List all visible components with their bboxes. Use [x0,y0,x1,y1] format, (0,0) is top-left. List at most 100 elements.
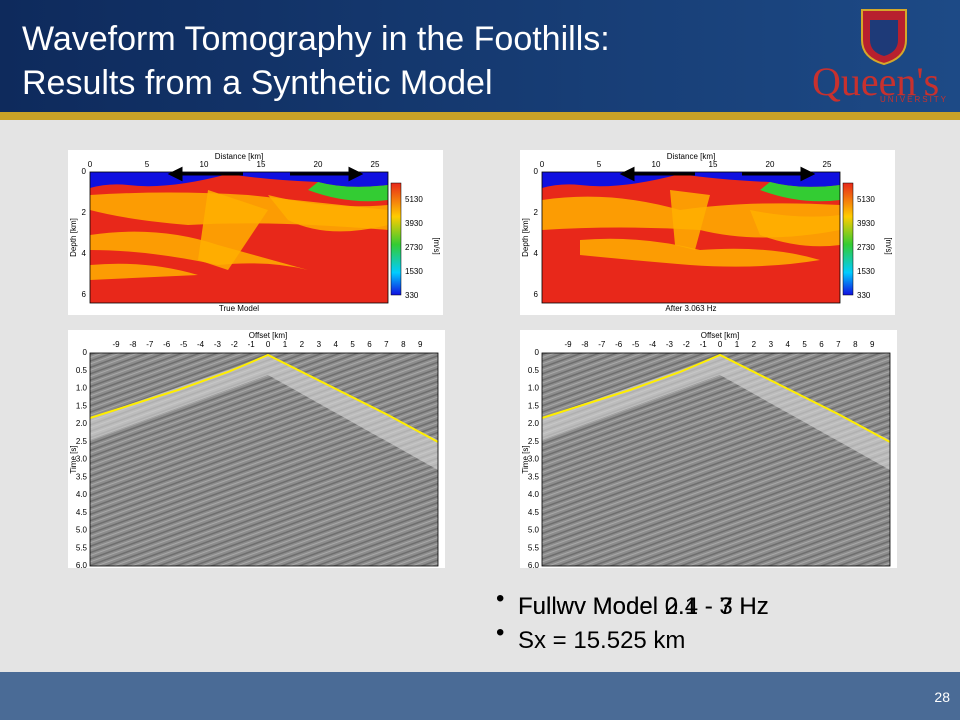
velocity-layer [750,210,840,247]
y-tick-label: 1.0 [528,384,540,393]
x-tick-label: 5 [350,340,355,349]
x-tick-label: 7 [384,340,389,349]
x-axis-label: Distance [km] [215,152,263,161]
colorbar-label: [m/s] [884,237,893,254]
y-tick-label: 0 [534,167,539,176]
arrow [167,166,243,182]
x-tick-label: 0 [718,340,723,349]
x-tick-label: 9 [418,340,423,349]
x-tick-label: -5 [180,340,188,349]
x-tick-label: 0 [88,160,93,169]
y-tick-label: 2 [82,208,87,217]
logo: Queen's UNIVERSITY [812,9,948,104]
x-tick-label: 2 [300,340,305,349]
y-tick-label: 4.5 [76,508,88,517]
colorbar-label: [m/s] [432,237,441,254]
caption: After 3.063 Hz [665,304,716,313]
colorbar-tick-label: 2730 [405,243,423,252]
velocity-layer [90,263,198,280]
y-tick-label: 2 [534,208,539,217]
y-tick-label: 3.5 [76,472,88,481]
x-tick-label: -7 [598,340,606,349]
footer-bar [0,672,960,720]
velocity-layer [90,231,308,270]
bullet-list: • Fullwv Model 0.4 - 7 Hz Fullwv Model 2… [496,585,769,654]
logo-subtitle: UNIVERSITY [880,95,948,104]
x-tick-label: 20 [766,160,775,169]
x-tick-label: -4 [197,340,205,349]
first-arrival-pick [541,353,891,443]
colorbar [842,182,854,296]
seismic-section [90,353,438,566]
x-tick-label: -6 [163,340,171,349]
y-tick-label: 1.0 [76,384,88,393]
y-tick-label: 1.5 [528,401,540,410]
x-tick-label: -4 [649,340,657,349]
figure-panel: Offset [km] -9 -8 -7 -6 -5 -4 -3 -2 -1 0 1 2 3 4 5 6 7 8 9 0… [68,330,445,570]
y-tick-label: 4 [82,249,87,258]
gold-stripe [0,112,960,120]
y-tick-label: 4.0 [528,490,540,499]
x-tick-label: 4 [785,340,790,349]
y-tick-label: 2.0 [76,419,88,428]
plot-frame [541,352,891,567]
x-tick-label: -3 [666,340,674,349]
colorbar-tick-label: 5130 [405,195,423,204]
x-tick-label: 8 [401,340,406,349]
first-arrival-band [542,356,890,470]
x-axis-label: Distance [km] [667,152,715,161]
water-layer [90,172,388,188]
caption: True Model [219,304,259,313]
x-tick-label: 7 [836,340,841,349]
x-tick-label: -6 [615,340,623,349]
x-tick-label: 15 [257,160,266,169]
bullet: • [496,619,504,646]
y-tick-label: 4.0 [76,490,88,499]
y-tick-label: 5.0 [76,526,88,535]
bullet-text: Fullwv Model 0.4 - 7 Hz [518,593,769,620]
shallow-layer [308,182,388,202]
crest-inner [870,20,898,56]
y-tick-label: 5.5 [528,543,540,552]
x-tick-label: 3 [317,340,322,349]
page-number: 28 [934,689,950,705]
x-tick-label: 5 [597,160,602,169]
colorbar [390,182,402,296]
y-tick-label: 4 [534,249,539,258]
colorbar-tick-label: 1530 [857,267,875,276]
y-tick-label: 4.5 [528,508,540,517]
x-tick-label: 3 [769,340,774,349]
x-axis-label: Offset [km] [701,331,740,340]
y-axis-label: Time [s] [69,445,78,473]
y-tick-label: 6.0 [76,561,88,570]
colorbar-tick-label: 2730 [857,243,875,252]
velocity-layer [580,238,820,267]
colorbar-tick-label: 3930 [857,219,875,228]
first-arrival-pick [89,353,439,443]
plot-frame [89,352,439,567]
x-tick-label: 0 [266,340,271,349]
x-tick-label: 6 [819,340,824,349]
x-tick-label: -1 [700,340,708,349]
bullet-text: Sx = 15.525 km [518,627,685,654]
y-axis-label: Time [s] [521,445,530,473]
water-layer [542,172,840,188]
x-tick-label: 2 [752,340,757,349]
y-tick-label: 0 [83,348,88,357]
x-tick-label: 6 [367,340,372,349]
y-tick-label: 0.5 [76,366,88,375]
y-tick-label: 0 [82,167,87,176]
y-tick-label: 6 [82,290,87,299]
x-tick-label: 4 [333,340,338,349]
y-tick-label: 6.0 [528,561,540,570]
y-tick-label: 5.0 [528,526,540,535]
y-tick-label: 2.0 [528,419,540,428]
colorbar-tick-label: 1530 [405,267,423,276]
velocity-layer [268,195,388,232]
colorbar-tick-label: 330 [857,291,871,300]
y-tick-label: 3.5 [528,472,540,481]
x-tick-label: 8 [853,340,858,349]
plot-frame [89,171,389,304]
